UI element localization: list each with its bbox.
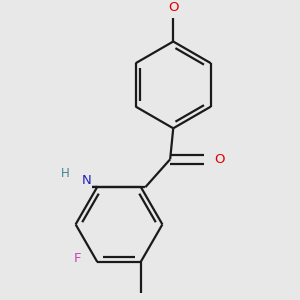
Text: O: O [168,1,178,14]
Text: N: N [82,175,91,188]
Text: O: O [214,153,225,166]
Text: H: H [60,167,69,180]
Text: F: F [74,252,81,266]
